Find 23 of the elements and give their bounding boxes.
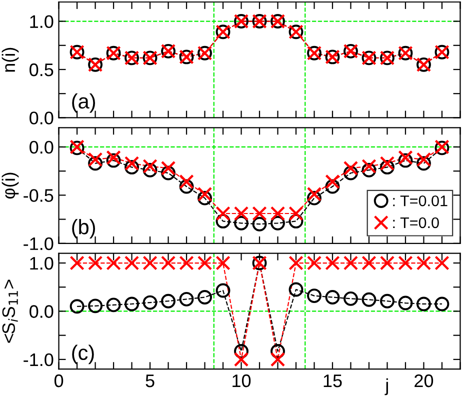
- y-tick-label: -1.0: [24, 237, 54, 250]
- y-axis-title: <S$_{i}$S$_{11}$>: [2, 280, 18, 343]
- y-tick-label: 0.0: [30, 112, 54, 124]
- y-tick-label: 0.0: [30, 140, 54, 154]
- y-tick-label: 1.0: [30, 256, 54, 270]
- annotation: (a): [72, 93, 96, 113]
- legend-label: : T=0.01: [393, 195, 448, 206]
- y-tick-label: 0.5: [30, 63, 54, 76]
- x-tick-label: 5: [146, 374, 154, 388]
- x-axis-title: j: [384, 378, 388, 396]
- x-tick-label: 0: [54, 374, 64, 388]
- x-tick-label: 20: [414, 374, 434, 388]
- legend-label: : T=0.0: [393, 217, 439, 228]
- y-tick-label: 1.0: [30, 15, 54, 28]
- y-axis-title: φ(i): [2, 172, 19, 199]
- y-tick-label: -1.0: [24, 353, 54, 366]
- x-tick-label: 15: [324, 374, 342, 388]
- y-axis-title: n(i): [2, 48, 19, 72]
- annotation: (b): [72, 219, 96, 238]
- annotation: (c): [72, 344, 94, 364]
- x-tick-label: 10: [232, 374, 251, 388]
- y-tick-label: -0.5: [24, 189, 54, 202]
- y-tick-label: 0.0: [30, 305, 54, 318]
